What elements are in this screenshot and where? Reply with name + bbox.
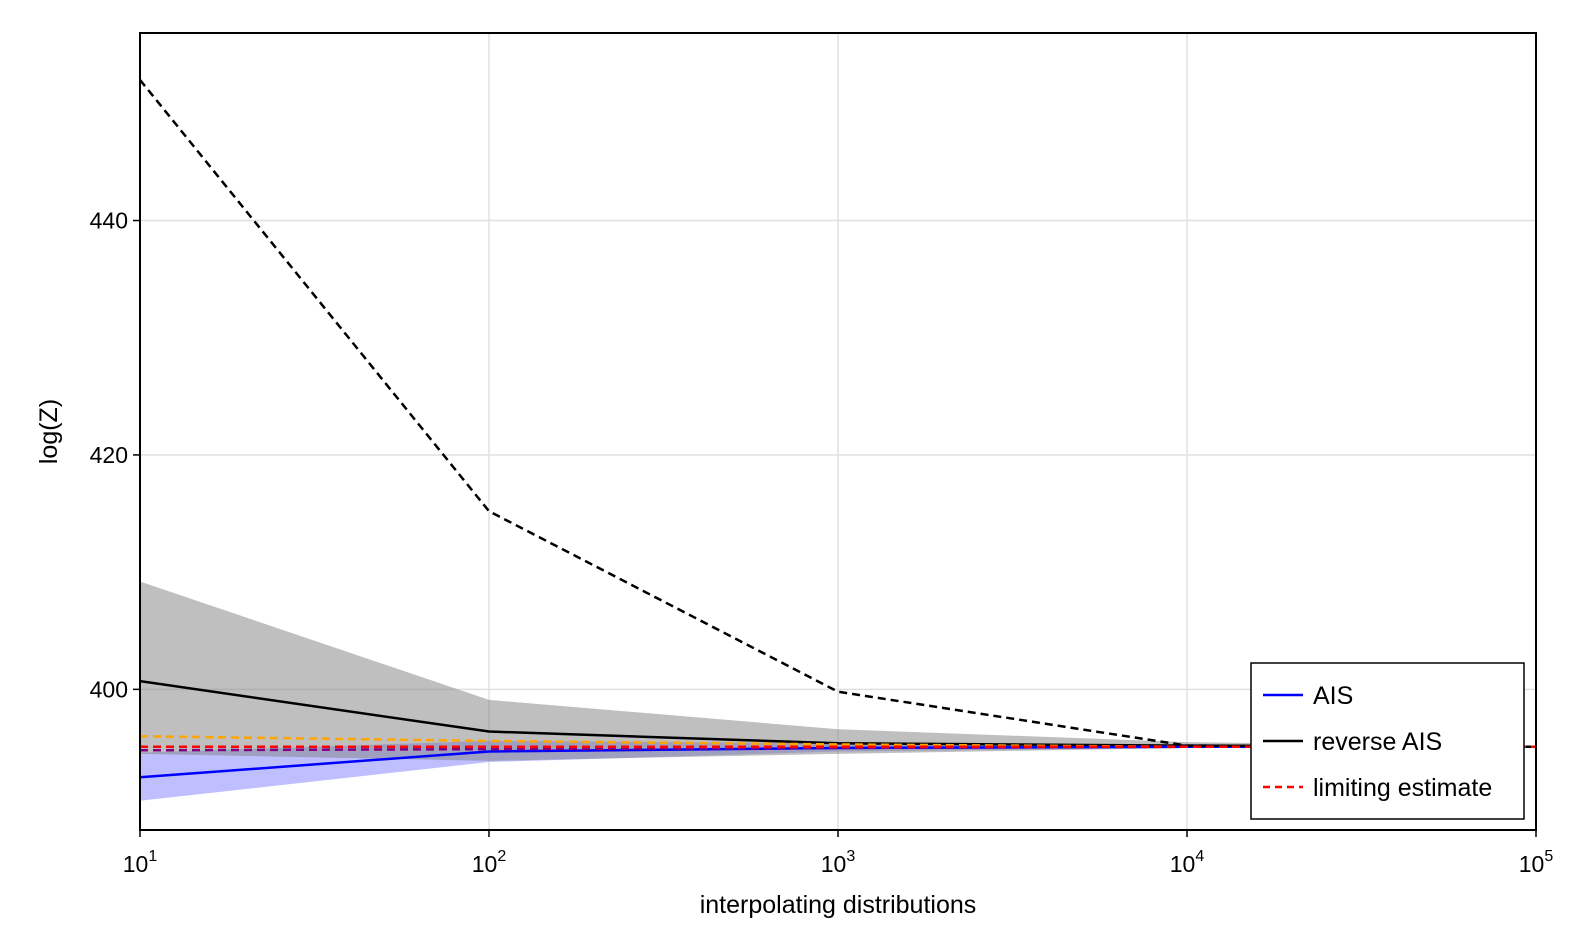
x-tick-label: 104 — [1170, 848, 1205, 877]
x-tick-base: 10 — [821, 851, 847, 877]
x-tick-label: 103 — [821, 848, 856, 877]
x-tick-exponent: 1 — [148, 848, 157, 865]
y-axis-label: log(Z) — [35, 399, 63, 464]
confidence-bands — [140, 581, 1536, 801]
x-tick-base: 10 — [1170, 851, 1196, 877]
x-axis-label: interpolating distributions — [700, 891, 977, 919]
reverse-ais-band — [140, 581, 1536, 761]
legend-label: AIS — [1313, 682, 1353, 710]
x-tick-base: 10 — [1519, 851, 1545, 877]
x-tick-label: 102 — [472, 848, 507, 877]
y-tick-label: 400 — [90, 676, 128, 702]
legend: AIS reverse AIS limiting estimate — [1250, 662, 1525, 820]
legend-label: reverse AIS — [1313, 728, 1442, 756]
x-tick-exponent: 4 — [1195, 848, 1204, 865]
x-tick-base: 10 — [123, 851, 149, 877]
x-tick-exponent: 3 — [846, 848, 855, 865]
y-tick-label: 440 — [90, 208, 128, 234]
legend-label: limiting estimate — [1313, 774, 1492, 802]
y-tick-label: 420 — [90, 442, 128, 468]
x-tick-label: 105 — [1519, 848, 1554, 877]
x-tick-exponent: 2 — [497, 848, 506, 865]
x-tick-base: 10 — [472, 851, 498, 877]
x-tick-exponent: 5 — [1544, 848, 1553, 865]
x-tick-label: 101 — [123, 848, 158, 877]
